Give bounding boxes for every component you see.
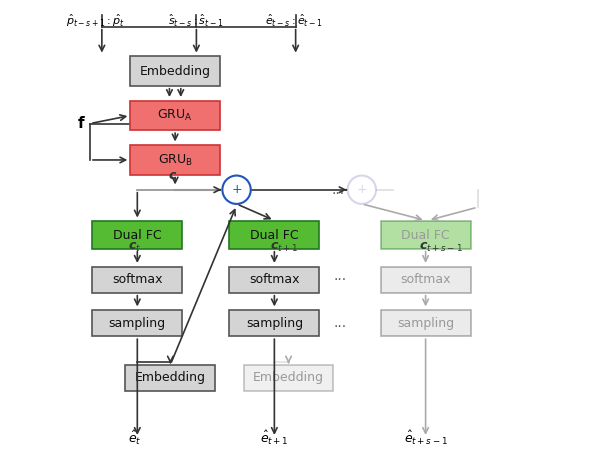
Text: ...: ... [334,269,347,283]
Text: $\boldsymbol{c}_{t+s-1}$: $\boldsymbol{c}_{t+s-1}$ [418,240,462,254]
Text: Embedding: Embedding [253,371,324,384]
FancyBboxPatch shape [229,267,319,293]
Text: sampling: sampling [397,317,454,330]
FancyBboxPatch shape [92,221,182,249]
Circle shape [222,175,251,204]
Text: softmax: softmax [112,273,163,286]
Text: $\hat{s}_{t-s}:\hat{s}_{t-1}$: $\hat{s}_{t-s}:\hat{s}_{t-1}$ [168,12,224,29]
Text: Embedding: Embedding [135,371,206,384]
Text: f: f [78,116,85,131]
Text: sampling: sampling [246,317,303,330]
Text: $\hat{e}_{t+s-1}$: $\hat{e}_{t+s-1}$ [403,429,448,447]
FancyBboxPatch shape [244,365,333,391]
FancyBboxPatch shape [229,221,319,249]
Text: $+$: $+$ [356,183,367,196]
Text: $\boldsymbol{c}$: $\boldsymbol{c}$ [168,169,178,182]
Text: $\hat{e}_{t-s}:\hat{e}_{t-1}$: $\hat{e}_{t-s}:\hat{e}_{t-1}$ [265,12,322,29]
FancyBboxPatch shape [381,310,470,336]
FancyBboxPatch shape [229,310,319,336]
FancyBboxPatch shape [130,56,220,86]
Text: $\boldsymbol{c}_t$: $\boldsymbol{c}_t$ [128,240,142,254]
FancyBboxPatch shape [126,365,215,391]
Text: softmax: softmax [401,273,451,286]
Text: $+$: $+$ [231,183,242,196]
Text: Dual FC: Dual FC [250,228,299,242]
Text: $\hat{e}_t$: $\hat{e}_t$ [128,429,142,447]
FancyBboxPatch shape [381,221,470,249]
Text: GRU$_\mathrm{A}$: GRU$_\mathrm{A}$ [157,108,193,123]
FancyBboxPatch shape [130,146,220,174]
Text: $\hat{p}_{t-s+1}:\hat{p}_t$: $\hat{p}_{t-s+1}:\hat{p}_t$ [66,12,126,29]
Text: Embedding: Embedding [139,64,210,78]
Text: Dual FC: Dual FC [401,228,450,242]
FancyBboxPatch shape [92,310,182,336]
Text: GRU$_\mathrm{B}$: GRU$_\mathrm{B}$ [157,153,193,167]
Text: ...: ... [334,316,347,330]
Text: softmax: softmax [249,273,300,286]
Circle shape [347,175,376,204]
Text: sampling: sampling [108,317,166,330]
FancyBboxPatch shape [381,267,470,293]
FancyBboxPatch shape [130,101,220,130]
Text: $\boldsymbol{c}_{t+1}$: $\boldsymbol{c}_{t+1}$ [269,240,298,254]
Text: $\hat{e}_{t+1}$: $\hat{e}_{t+1}$ [260,429,288,447]
Text: Dual FC: Dual FC [113,228,162,242]
Text: ...: ... [331,183,344,197]
FancyBboxPatch shape [92,267,182,293]
